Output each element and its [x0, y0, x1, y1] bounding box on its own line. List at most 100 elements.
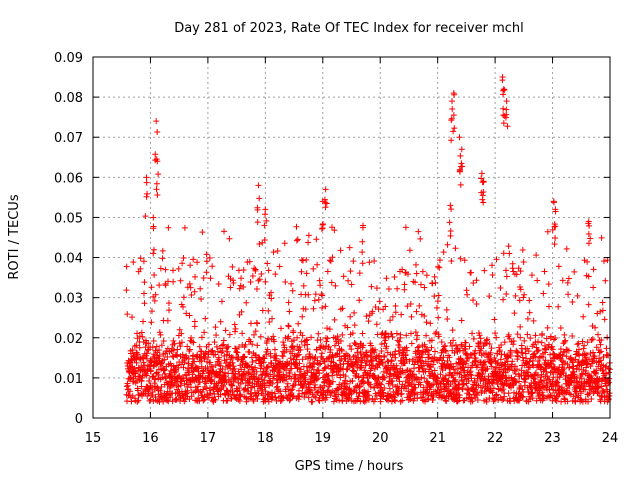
data-point: [207, 275, 214, 282]
data-point: [279, 395, 286, 402]
data-point: [456, 167, 463, 174]
data-point: [230, 363, 237, 370]
data-point: [527, 396, 534, 403]
data-point: [408, 313, 415, 320]
y-tick-label: 0.06: [54, 171, 83, 186]
x-tick-label: 16: [142, 431, 159, 446]
data-point: [424, 396, 431, 403]
data-point: [491, 355, 498, 362]
data-point: [581, 342, 588, 349]
data-point: [136, 344, 143, 351]
data-point: [480, 199, 487, 206]
data-point: [503, 290, 510, 297]
data-point: [433, 356, 440, 363]
data-point: [592, 369, 599, 376]
data-point: [482, 377, 489, 384]
data-point: [497, 284, 504, 291]
data-point: [406, 367, 413, 374]
data-point: [274, 379, 281, 386]
data-point: [584, 258, 591, 265]
data-point: [422, 343, 429, 350]
data-point: [394, 285, 401, 292]
data-point: [137, 255, 144, 262]
data-point: [146, 377, 153, 384]
data-point: [324, 335, 331, 342]
data-point: [349, 330, 356, 337]
data-point: [172, 368, 179, 375]
data-point: [341, 380, 348, 387]
data-point: [488, 345, 495, 352]
data-point: [265, 267, 272, 274]
data-point: [532, 353, 539, 360]
data-point: [504, 123, 511, 130]
data-point: [487, 349, 494, 356]
data-point: [424, 347, 431, 354]
data-point: [252, 364, 259, 371]
y-tick-label: 0.07: [54, 131, 83, 146]
data-point: [454, 398, 461, 405]
data-point: [167, 394, 174, 401]
data-point: [184, 343, 191, 350]
data-point: [277, 388, 284, 395]
data-point: [169, 398, 176, 405]
data-point: [303, 270, 310, 277]
data-point: [302, 376, 309, 383]
data-point: [393, 330, 400, 337]
data-point: [218, 349, 225, 356]
data-point: [396, 344, 403, 351]
data-point: [473, 300, 480, 307]
data-point: [227, 365, 234, 372]
data-point: [150, 250, 157, 257]
data-point: [424, 362, 431, 369]
data-point: [485, 353, 492, 360]
data-point: [181, 224, 188, 231]
data-point: [226, 235, 233, 242]
data-point: [165, 300, 172, 307]
data-point: [397, 331, 404, 338]
data-point: [256, 276, 263, 283]
data-point: [524, 315, 531, 322]
x-axis-label: GPS time / hours: [295, 459, 404, 474]
data-point: [134, 351, 141, 358]
data-point: [334, 386, 341, 393]
data-point: [295, 387, 302, 394]
data-point: [203, 251, 210, 258]
data-point: [217, 318, 224, 325]
data-point: [359, 260, 366, 267]
data-point: [546, 303, 553, 310]
data-point: [183, 390, 190, 397]
data-point: [253, 285, 260, 292]
data-point: [280, 339, 287, 346]
data-point: [544, 228, 551, 235]
data-point: [130, 259, 137, 266]
data-point: [221, 228, 228, 235]
data-point: [528, 384, 535, 391]
data-point: [431, 293, 438, 300]
data-point: [351, 340, 358, 347]
data-point: [346, 394, 353, 401]
data-point: [302, 306, 309, 313]
data-point: [240, 284, 247, 291]
data-point: [299, 356, 306, 363]
data-point: [433, 390, 440, 397]
data-point: [251, 331, 258, 338]
data-point: [148, 308, 155, 315]
data-point: [380, 368, 387, 375]
data-point: [431, 348, 438, 355]
data-point: [162, 373, 169, 380]
data-point: [290, 329, 297, 336]
data-point: [142, 213, 149, 220]
data-point: [421, 375, 428, 382]
data-point: [530, 362, 537, 369]
x-axis-ticks: 15 16 17 18 19 20 21 22 23 24: [85, 57, 618, 446]
data-point: [150, 223, 157, 230]
data-point: [440, 249, 447, 256]
data-point: [162, 266, 169, 273]
data-point: [414, 395, 421, 402]
data-point: [348, 281, 355, 288]
data-point: [215, 280, 222, 287]
data-point: [254, 395, 261, 402]
data-point: [481, 361, 488, 368]
data-point: [520, 388, 527, 395]
